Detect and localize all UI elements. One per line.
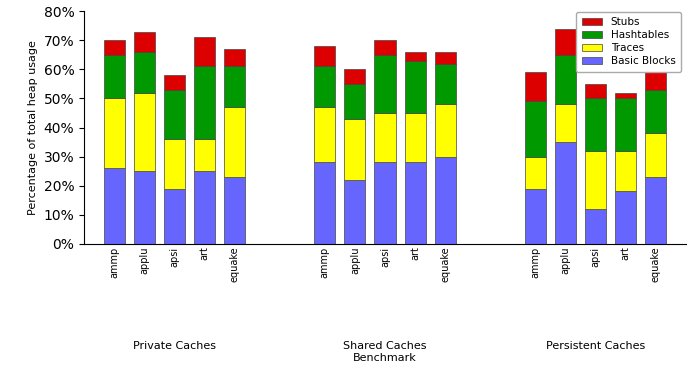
Bar bbox=[164, 90, 185, 139]
Bar bbox=[405, 162, 426, 244]
Bar bbox=[555, 104, 576, 142]
Bar bbox=[104, 168, 125, 244]
Bar bbox=[164, 75, 185, 90]
Bar bbox=[104, 40, 125, 55]
Bar bbox=[224, 66, 245, 107]
Bar bbox=[134, 52, 155, 93]
Bar bbox=[615, 151, 636, 191]
Text: Shared Caches
Benchmark: Shared Caches Benchmark bbox=[343, 341, 427, 363]
Bar bbox=[374, 162, 395, 244]
Bar bbox=[224, 107, 245, 177]
Bar bbox=[374, 55, 395, 113]
Bar bbox=[435, 63, 456, 104]
Y-axis label: Percentage of total heap usage: Percentage of total heap usage bbox=[28, 40, 38, 215]
Bar bbox=[585, 99, 606, 151]
Bar bbox=[525, 157, 546, 189]
Bar bbox=[344, 119, 365, 180]
Bar bbox=[435, 104, 456, 157]
Bar bbox=[405, 52, 426, 61]
Bar bbox=[615, 99, 636, 151]
Bar bbox=[194, 171, 215, 244]
Bar bbox=[344, 180, 365, 244]
Text: Private Caches: Private Caches bbox=[133, 341, 216, 351]
Bar bbox=[314, 107, 335, 162]
Bar bbox=[645, 177, 666, 244]
Bar bbox=[134, 171, 155, 244]
Bar bbox=[405, 113, 426, 162]
Bar bbox=[104, 55, 125, 99]
Bar bbox=[374, 113, 395, 162]
Bar bbox=[194, 66, 215, 139]
Bar bbox=[615, 93, 636, 99]
Bar bbox=[344, 69, 365, 84]
Bar bbox=[555, 142, 576, 244]
Bar bbox=[585, 209, 606, 244]
Bar bbox=[344, 84, 365, 119]
Bar bbox=[164, 139, 185, 189]
Bar bbox=[585, 84, 606, 99]
Legend: Stubs, Hashtables, Traces, Basic Blocks: Stubs, Hashtables, Traces, Basic Blocks bbox=[576, 12, 681, 72]
Bar bbox=[585, 151, 606, 209]
Bar bbox=[645, 72, 666, 90]
Bar bbox=[194, 139, 215, 171]
Bar bbox=[224, 177, 245, 244]
Bar bbox=[555, 29, 576, 55]
Bar bbox=[134, 93, 155, 171]
Bar bbox=[374, 40, 395, 55]
Bar bbox=[645, 90, 666, 134]
Bar bbox=[194, 38, 215, 66]
Bar bbox=[525, 72, 546, 101]
Bar bbox=[104, 99, 125, 168]
Bar bbox=[525, 101, 546, 157]
Text: Persistent Caches: Persistent Caches bbox=[546, 341, 645, 351]
Bar bbox=[314, 66, 335, 107]
Bar bbox=[525, 189, 546, 244]
Bar bbox=[164, 189, 185, 244]
Bar bbox=[615, 191, 636, 244]
Bar bbox=[435, 52, 456, 63]
Bar bbox=[314, 46, 335, 66]
Bar bbox=[435, 157, 456, 244]
Bar bbox=[224, 49, 245, 66]
Bar bbox=[405, 61, 426, 113]
Bar bbox=[645, 134, 666, 177]
Bar bbox=[555, 55, 576, 104]
Bar bbox=[314, 162, 335, 244]
Bar bbox=[134, 32, 155, 52]
